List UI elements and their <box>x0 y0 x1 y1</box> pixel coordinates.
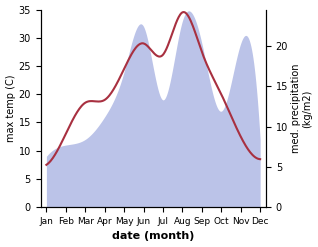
Y-axis label: max temp (C): max temp (C) <box>5 75 16 142</box>
X-axis label: date (month): date (month) <box>112 231 194 242</box>
Y-axis label: med. precipitation
(kg/m2): med. precipitation (kg/m2) <box>291 64 313 153</box>
